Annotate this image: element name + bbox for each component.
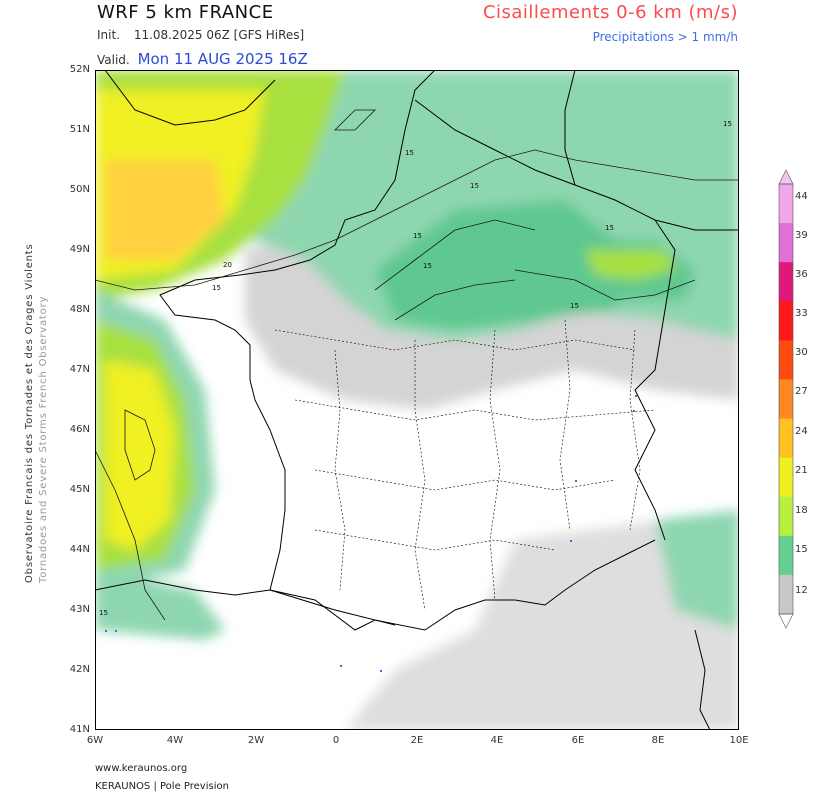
contour-label: 15 (423, 262, 432, 270)
colorbar-segment (779, 184, 793, 224)
colorbar-top-arrow (778, 169, 794, 185)
colorbar-label: 30 (795, 347, 808, 358)
lon-label: 8E (651, 735, 665, 746)
lat-label: 42N (69, 664, 90, 675)
init-line: Init. 11.08.2025 06Z [GFS HiRes] (97, 28, 304, 42)
department-borders (274, 319, 656, 611)
lat-label: 49N (69, 244, 90, 255)
lat-label: 43N (69, 604, 90, 615)
map-frame (95, 70, 739, 730)
colorbar-segments (779, 184, 793, 615)
lon-label: 2E (410, 735, 424, 746)
valid-label: Valid. (97, 53, 130, 67)
colorbar-label: 24 (795, 426, 808, 437)
colorbar-label: 15 (795, 544, 808, 555)
colorbar-label: 21 (795, 465, 808, 476)
colorbar-label: 39 (795, 230, 808, 241)
lat-label: 44N (69, 544, 90, 555)
contour-label: 15 (470, 182, 479, 190)
lat-label: 48N (69, 304, 90, 315)
colorbar-segment (779, 262, 793, 302)
colorbar-segment (779, 379, 793, 420)
lon-label: 6E (571, 735, 585, 746)
lon-label: 4E (490, 735, 504, 746)
footer-credit: KERAUNOS | Pole Prevision (95, 781, 229, 792)
contour-label: 15 (405, 149, 414, 157)
colorbar-label: 27 (795, 386, 808, 397)
colorbar-segment (779, 340, 793, 380)
colorbar-segment (779, 418, 793, 459)
colorbar-segment (779, 535, 793, 576)
contour-label: 15 (212, 284, 221, 292)
lon-label: 4W (166, 735, 184, 746)
contour-label: 15 (413, 232, 422, 240)
shear-map: 15 15 15 15 15 15 20 15 15 15 (95, 70, 739, 730)
contour-label: 15 (99, 609, 108, 617)
observatory-name-en: Tornadoes and Severe Storms French Obser… (38, 295, 49, 583)
init-label: Init. (97, 28, 120, 42)
precip-note: Precipitations > 1 mm/h (592, 30, 738, 44)
contour-label: 20 (223, 261, 232, 269)
colorbar-label: 18 (795, 505, 808, 516)
lat-label: 45N (69, 484, 90, 495)
colorbar-segment (779, 457, 793, 498)
contour-label: 15 (570, 302, 579, 310)
lon-label: 10E (729, 735, 749, 746)
colorbar (778, 169, 794, 629)
parameter-title: Cisaillements 0-6 km (m/s) (482, 2, 738, 23)
lat-label: 50N (69, 184, 90, 195)
colorbar-segment (779, 574, 793, 615)
colorbar-label: 12 (795, 585, 808, 596)
lat-label: 51N (69, 124, 90, 135)
footer-url: www.keraunos.org (95, 763, 188, 774)
colorbar-label: 44 (795, 191, 808, 202)
valid-line: Valid. Mon 11 AUG 2025 16Z (97, 50, 308, 68)
colorbar-segment (779, 301, 793, 341)
map-title: WRF 5 km FRANCE (97, 2, 274, 23)
colorbar-segment (779, 496, 793, 537)
shear-field (95, 70, 739, 730)
observatory-name-fr: Observatoire Francais des Tornades et de… (24, 243, 35, 583)
contour-labels: 15 15 15 15 15 15 20 15 15 15 (99, 120, 732, 617)
lon-label: 6W (86, 735, 104, 746)
contour-label: 15 (605, 224, 614, 232)
precip-dots (105, 395, 637, 672)
coastlines (95, 70, 711, 730)
lon-label: 2W (247, 735, 265, 746)
valid-date: Mon 11 AUG 2025 16Z (137, 50, 308, 68)
lat-label: 47N (69, 364, 90, 375)
colorbar-segment (779, 223, 793, 263)
colorbar-label: 36 (795, 269, 808, 280)
contour-label: 15 (723, 120, 732, 128)
contours (95, 109, 739, 621)
lon-label: 0 (332, 735, 340, 746)
lat-label: 46N (69, 424, 90, 435)
init-value: 11.08.2025 06Z [GFS HiRes] (133, 28, 305, 42)
colorbar-label: 33 (795, 308, 808, 319)
colorbar-bottom-arrow (778, 613, 794, 629)
lat-label: 41N (69, 724, 90, 735)
lat-label: 52N (69, 64, 90, 75)
